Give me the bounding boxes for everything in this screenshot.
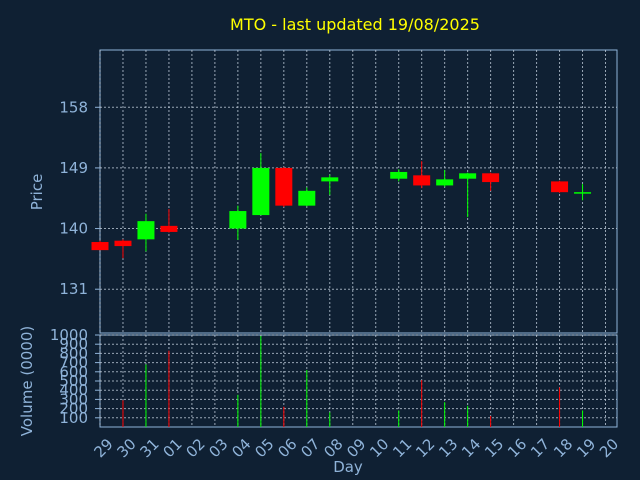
volume-tick-label: 900 — [59, 335, 88, 353]
price-grid — [99, 50, 617, 333]
candle-body — [459, 173, 477, 179]
volume-tick-label: 700 — [59, 354, 88, 372]
x-tick-label: 20 — [596, 435, 622, 461]
candle-body — [321, 177, 339, 182]
price-y-ticks: 131 140 149 158 — [59, 98, 100, 298]
volume-tick-label: 400 — [59, 381, 88, 399]
price-tick-label: 149 — [59, 159, 88, 177]
x-axis-label: Day — [333, 458, 363, 476]
candle-body — [436, 179, 454, 186]
volume-tick-label: 100 — [59, 409, 88, 427]
candle-body — [229, 211, 247, 229]
candle-body — [137, 221, 155, 240]
volume-tick-label: 300 — [59, 390, 88, 408]
candle-body — [551, 181, 569, 193]
candle-body — [91, 242, 109, 251]
candle-body — [252, 167, 270, 216]
candle-body — [298, 190, 316, 206]
volume-tick-label: 200 — [59, 400, 88, 418]
price-axis-label: Price — [28, 174, 46, 211]
price-panel: 131 140 149 158 Price — [28, 49, 618, 334]
candles — [91, 153, 592, 259]
candle-body — [275, 167, 293, 206]
volume-tick-label: 600 — [59, 363, 88, 381]
candle-body — [482, 173, 500, 183]
candle-body — [390, 171, 408, 179]
volume-grid — [99, 334, 617, 427]
chart-title: MTO - last updated 19/08/2025 — [230, 15, 480, 34]
candle-body — [413, 175, 431, 186]
volume-axis-label: Volume (0000) — [18, 326, 36, 436]
candle-body — [574, 192, 592, 194]
price-tick-label: 158 — [59, 98, 88, 116]
candle-body — [160, 225, 178, 232]
volume-tick-label: 500 — [59, 372, 88, 390]
price-tick-label: 131 — [59, 280, 88, 298]
volume-tick-label: 800 — [59, 344, 88, 362]
candle-body — [114, 240, 132, 247]
volume-tick-label: 1000 — [50, 326, 88, 344]
volume-bars — [122, 335, 584, 427]
price-plot-frame — [99, 49, 618, 334]
price-tick-label: 140 — [59, 220, 88, 238]
